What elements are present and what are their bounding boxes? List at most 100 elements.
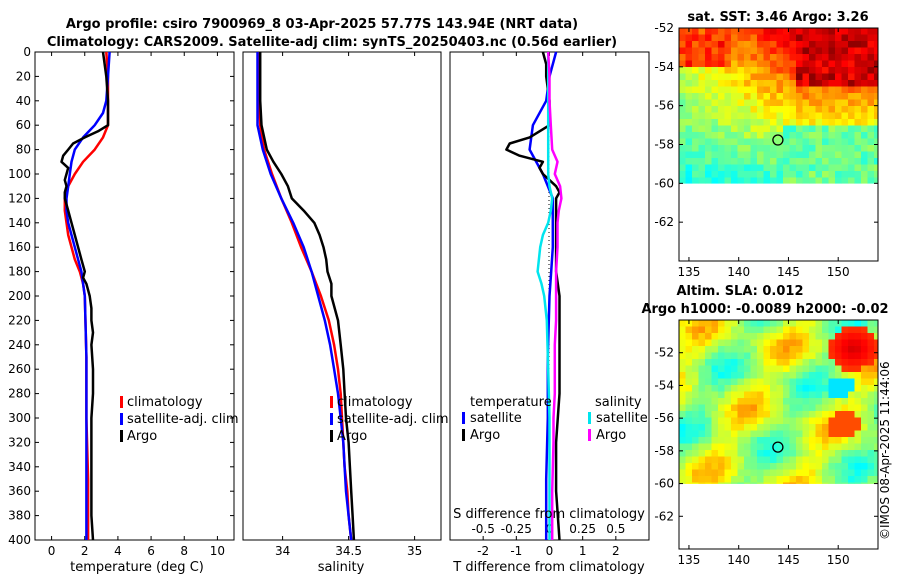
heatmap-cell <box>815 482 823 484</box>
heatmap-cell <box>718 450 725 457</box>
heatmap-cell <box>692 34 699 42</box>
heatmap-cell <box>737 41 745 48</box>
heatmap-cell <box>802 476 810 483</box>
heatmap-cell <box>822 326 829 334</box>
heatmap-cell <box>783 333 790 340</box>
heatmap-cell <box>744 151 751 159</box>
heatmap-cell <box>679 430 686 438</box>
heatmap-cell <box>698 320 706 327</box>
heatmap-cell <box>692 80 699 87</box>
heatmap-cell <box>744 437 751 444</box>
heatmap-cell <box>854 125 862 133</box>
heatmap-cell <box>854 106 862 113</box>
heatmap-cell <box>744 47 751 55</box>
xtick-label: 34 <box>275 544 290 558</box>
lat-tick-label: -52 <box>654 346 674 360</box>
heatmap-cell <box>679 346 686 353</box>
heatmap-cell <box>796 132 803 139</box>
heatmap-cell <box>789 378 797 386</box>
heatmap-cell <box>737 339 745 347</box>
xtick-label: 10 <box>210 544 225 558</box>
heatmap-cell <box>731 456 738 464</box>
heatmap-cell <box>724 359 732 366</box>
heatmap-cell <box>692 378 699 386</box>
heatmap-cell <box>867 365 875 373</box>
heatmap-cell <box>802 450 810 457</box>
heatmap-cell <box>874 378 879 386</box>
heatmap-cell <box>854 164 862 172</box>
heatmap-cell <box>698 456 706 464</box>
heatmap-cell <box>731 443 738 451</box>
lon-tick-label: 150 <box>827 553 850 567</box>
heatmap-cell <box>815 125 823 133</box>
heatmap-cell <box>679 385 686 392</box>
series-line-argo <box>60 51 110 541</box>
heatmap-cell <box>776 119 784 126</box>
heatmap-cell <box>750 106 758 113</box>
heatmap-cell <box>744 456 751 464</box>
heatmap-cell <box>848 372 855 379</box>
heatmap-cell <box>789 359 797 366</box>
heatmap-cell <box>828 456 836 464</box>
heatmap-cell <box>770 482 777 484</box>
heatmap-cell <box>770 437 777 444</box>
heatmap-cell <box>809 372 816 379</box>
heatmap-cell <box>796 339 803 347</box>
heatmap-cell <box>861 320 868 327</box>
heatmap-cell <box>789 119 797 126</box>
heatmap-cell <box>692 326 699 334</box>
heatmap-cell <box>828 177 836 184</box>
heatmap-cell <box>718 372 725 379</box>
heatmap-cell <box>737 119 745 126</box>
heatmap-cell <box>705 93 712 100</box>
imos-timestamp: ©IMOS 08-Apr-2025 11:44:06 <box>878 361 892 540</box>
heatmap-cell <box>705 158 712 165</box>
heatmap-cell <box>744 378 751 386</box>
heatmap-cell <box>692 112 699 120</box>
heatmap-cell <box>841 93 849 100</box>
heatmap-cell <box>770 404 777 412</box>
heatmap-cell <box>718 145 725 152</box>
heatmap-cell <box>770 80 777 87</box>
heatmap-cell <box>692 119 699 126</box>
heatmap-cell <box>776 80 784 87</box>
heatmap-cell <box>809 482 816 484</box>
heatmap-cell <box>841 28 849 35</box>
heatmap-cell <box>744 372 751 379</box>
heatmap-cell <box>783 125 790 133</box>
heatmap-cell <box>776 54 784 61</box>
heatmap-cell <box>698 86 706 94</box>
heatmap-cell <box>854 132 862 139</box>
heatmap-cell <box>679 365 686 373</box>
heatmap-cell <box>711 164 719 172</box>
heatmap-cell <box>828 430 836 438</box>
heatmap-cell <box>770 67 777 74</box>
heatmap-cell <box>802 119 810 126</box>
heatmap-cell <box>848 320 855 327</box>
heatmap-cell <box>679 443 686 451</box>
heatmap-cell <box>854 138 862 146</box>
heatmap-cell <box>705 482 712 484</box>
heatmap-cell <box>750 372 758 379</box>
heatmap-cell <box>835 132 842 139</box>
heatmap-cell <box>841 145 849 152</box>
heatmap-cell <box>841 424 849 431</box>
heatmap-cell <box>750 424 758 431</box>
heatmap-cell <box>724 339 732 347</box>
heatmap-cell <box>724 456 732 464</box>
heatmap-cell <box>763 430 771 438</box>
heatmap-cell <box>874 125 879 133</box>
xtick-label: 0 <box>546 544 554 558</box>
heatmap-cell <box>737 411 745 418</box>
heatmap-cell <box>809 112 816 120</box>
heatmap-cell <box>705 339 712 347</box>
heatmap-cell <box>809 158 816 165</box>
heatmap-cell <box>874 443 879 451</box>
heatmap-cell <box>874 171 879 178</box>
heatmap-cell <box>711 424 719 431</box>
heatmap-cell <box>776 443 784 451</box>
heatmap-cell <box>724 424 732 431</box>
heatmap-cell <box>757 151 764 159</box>
heatmap-cell <box>822 320 829 327</box>
heatmap-cell <box>757 47 764 55</box>
